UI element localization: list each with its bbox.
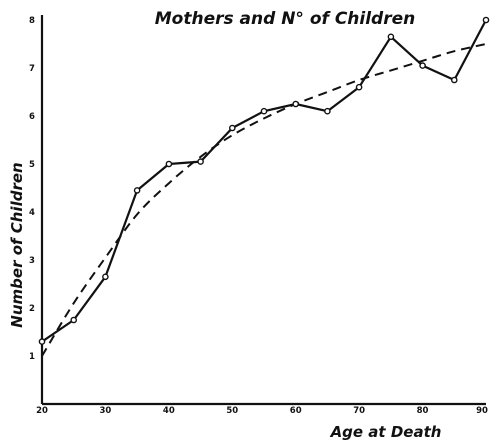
data-point [70,316,77,324]
x-tick-label: 60 [290,406,302,416]
y-tick-label: 4 [29,208,35,218]
x-tick-label: 20 [36,406,48,416]
data-point [292,100,300,108]
data-point [387,33,395,41]
y-tick-label: 6 [29,112,35,122]
data-point [450,76,458,84]
y-tick-label: 5 [29,160,35,170]
x-axis-label: Age at Death [330,423,442,441]
series-line [41,19,487,343]
trend-line [41,43,487,357]
y-tick-label: 1 [29,352,35,362]
data-point [419,62,426,69]
y-axis-label: Number of Children [8,162,26,327]
data-point [324,107,331,115]
y-tick-label: 8 [29,16,35,26]
x-tick-label: 80 [417,406,429,416]
data-point [228,124,236,132]
y-tick-labels: 1 2 3 4 5 6 7 8 [29,16,35,362]
x-tick-label: 40 [163,406,175,416]
data-point [482,16,490,24]
data-point [260,107,268,115]
data-point [197,158,204,165]
data-point [133,187,141,194]
x-tick-labels: 20 30 40 50 60 70 80 90 [36,406,488,416]
data-points [38,16,490,345]
chart-title: Mothers and N° of Children [155,9,416,29]
x-tick-label: 30 [100,406,112,416]
data-point [102,273,109,281]
x-tick-label: 90 [476,406,488,416]
data-point [165,160,173,168]
y-tick-label: 2 [29,304,35,314]
x-tick-label: 50 [226,406,238,416]
y-tick-label: 3 [29,256,35,266]
y-tick-label: 7 [29,64,35,74]
data-point [355,83,363,91]
data-point [38,338,46,345]
x-tick-label: 70 [353,406,365,416]
